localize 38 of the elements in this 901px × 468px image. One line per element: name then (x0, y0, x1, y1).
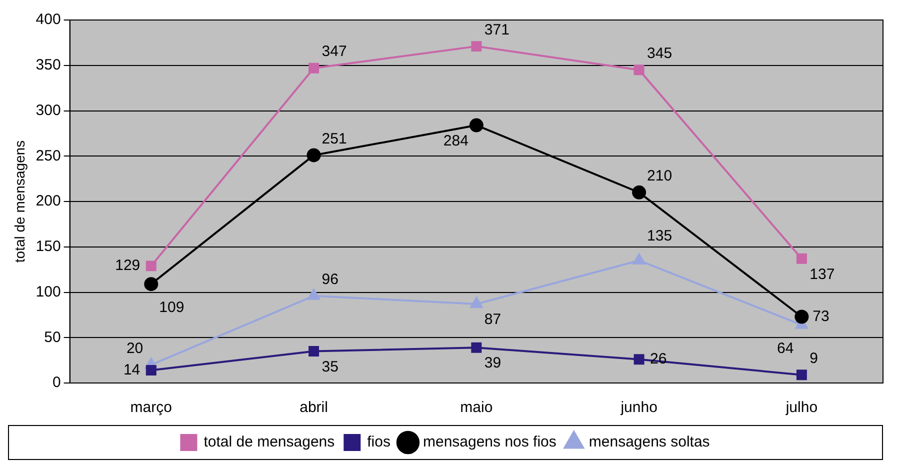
y-axis-title: total de mensagens (11, 140, 28, 263)
x-tick-label: março (130, 399, 172, 416)
data-label: 14 (123, 361, 140, 378)
data-label: 9 (810, 350, 818, 367)
data-label: 210 (647, 168, 672, 185)
data-label: 345 (647, 45, 672, 62)
y-tick-label: 400 (36, 11, 61, 28)
data-label: 109 (159, 299, 184, 316)
legend-label: mensagens nos fios (422, 434, 556, 451)
y-tick-label: 300 (36, 102, 61, 119)
y-tick-label: 50 (44, 328, 61, 346)
data-label: 347 (322, 43, 347, 60)
data-label: 371 (484, 21, 510, 38)
y-tick-label: 0 (52, 374, 61, 392)
legend-label: mensagens soltas (588, 434, 710, 451)
data-label: 284 (443, 132, 468, 150)
legend-label: fios (367, 434, 390, 451)
data-label: 20 (126, 340, 144, 357)
data-label: 73 (812, 308, 830, 325)
y-tick-label: 250 (36, 147, 61, 164)
data-label: 129 (115, 257, 140, 274)
y-tick-label: 200 (36, 192, 61, 210)
x-tick-label: junho (620, 399, 658, 416)
x-tick-label: abril (300, 399, 328, 416)
legend-label: total de mensagens (204, 434, 335, 451)
data-label: 251 (322, 130, 347, 148)
y-tick-label: 150 (36, 238, 61, 256)
data-label: 35 (322, 358, 338, 376)
data-label: 64 (777, 340, 794, 358)
data-label: 39 (484, 354, 502, 372)
x-tick-label: maio (460, 399, 493, 416)
data-label: 137 (810, 266, 835, 283)
data-label: 135 (647, 228, 672, 245)
data-label: 96 (322, 271, 338, 288)
y-tick-label: 100 (36, 283, 61, 300)
data-label: 87 (484, 311, 502, 328)
x-tick-label: julho (784, 399, 818, 416)
y-tick-label: 350 (36, 56, 61, 74)
